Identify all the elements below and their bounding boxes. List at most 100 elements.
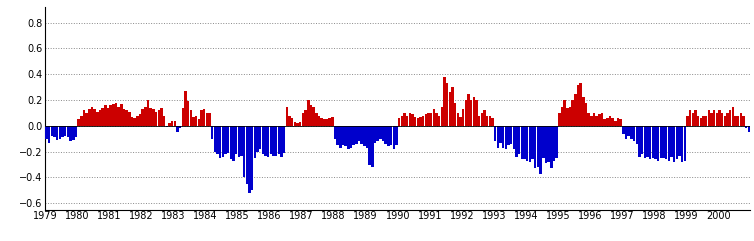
Bar <box>331 117 333 126</box>
Bar <box>393 126 395 149</box>
Bar <box>345 126 347 147</box>
Bar <box>133 118 136 126</box>
Bar <box>473 98 475 126</box>
Bar <box>679 126 681 155</box>
Bar <box>707 110 710 126</box>
Bar <box>179 126 181 128</box>
Bar <box>125 110 128 126</box>
Bar <box>651 126 654 158</box>
Bar <box>603 119 606 126</box>
Bar <box>681 126 683 162</box>
Bar <box>107 108 109 126</box>
Bar <box>85 113 88 126</box>
Bar <box>737 115 740 126</box>
Bar <box>617 118 619 126</box>
Bar <box>75 126 77 137</box>
Bar <box>54 126 56 137</box>
Bar <box>315 113 317 126</box>
Bar <box>339 126 342 148</box>
Bar <box>90 107 93 126</box>
Bar <box>443 77 446 126</box>
Bar <box>120 104 123 126</box>
Bar <box>608 115 611 126</box>
Bar <box>627 126 630 136</box>
Bar <box>56 126 59 140</box>
Bar <box>232 126 234 161</box>
Bar <box>235 126 238 154</box>
Bar <box>326 119 328 126</box>
Bar <box>667 126 670 161</box>
Bar <box>211 126 213 139</box>
Bar <box>99 110 101 126</box>
Bar <box>449 92 451 126</box>
Bar <box>705 115 707 126</box>
Bar <box>684 126 686 161</box>
Bar <box>206 113 208 126</box>
Bar <box>574 94 577 126</box>
Bar <box>149 108 152 126</box>
Bar <box>489 115 491 126</box>
Bar <box>336 126 339 145</box>
Bar <box>724 115 726 126</box>
Bar <box>462 109 464 126</box>
Bar <box>475 100 478 126</box>
Bar <box>641 126 643 154</box>
Bar <box>385 126 387 144</box>
Bar <box>544 126 547 163</box>
Bar <box>171 121 173 126</box>
Bar <box>686 115 688 126</box>
Bar <box>267 126 269 157</box>
Bar <box>577 85 579 126</box>
Bar <box>112 104 115 126</box>
Bar <box>694 110 697 126</box>
Bar <box>451 87 454 126</box>
Bar <box>676 126 678 159</box>
Bar <box>270 126 272 154</box>
Bar <box>208 113 210 126</box>
Bar <box>288 115 291 126</box>
Bar <box>379 126 382 139</box>
Bar <box>395 126 397 145</box>
Bar <box>753 126 754 139</box>
Bar <box>467 94 470 126</box>
Bar <box>419 117 421 126</box>
Bar <box>572 100 574 126</box>
Bar <box>142 109 144 126</box>
Bar <box>184 91 187 126</box>
Bar <box>582 98 584 126</box>
Bar <box>201 110 203 126</box>
Bar <box>115 103 117 126</box>
Bar <box>497 126 499 148</box>
Bar <box>374 126 376 143</box>
Bar <box>598 114 601 126</box>
Bar <box>470 100 473 126</box>
Bar <box>275 126 277 155</box>
Bar <box>665 126 667 159</box>
Bar <box>579 83 582 126</box>
Bar <box>251 126 253 190</box>
Bar <box>646 126 648 157</box>
Bar <box>422 115 425 126</box>
Bar <box>262 126 264 154</box>
Bar <box>411 114 414 126</box>
Bar <box>638 126 641 157</box>
Bar <box>502 126 504 148</box>
Bar <box>743 115 745 126</box>
Bar <box>320 118 323 126</box>
Bar <box>403 113 406 126</box>
Bar <box>526 126 529 161</box>
Bar <box>700 118 702 126</box>
Bar <box>523 126 526 159</box>
Bar <box>168 123 170 126</box>
Bar <box>66 126 69 137</box>
Bar <box>438 115 440 126</box>
Bar <box>317 115 320 126</box>
Bar <box>550 126 553 168</box>
Bar <box>534 126 537 168</box>
Bar <box>299 122 302 126</box>
Bar <box>590 115 593 126</box>
Bar <box>390 126 392 145</box>
Bar <box>561 107 563 126</box>
Bar <box>104 105 106 126</box>
Bar <box>155 112 158 126</box>
